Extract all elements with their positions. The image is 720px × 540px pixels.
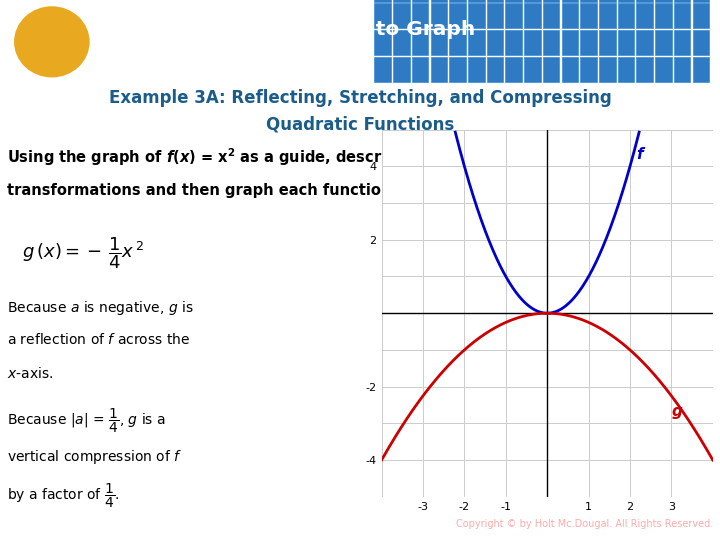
FancyBboxPatch shape <box>374 30 391 55</box>
FancyBboxPatch shape <box>393 57 410 82</box>
FancyBboxPatch shape <box>524 3 541 29</box>
Text: by a factor of $\dfrac{1}{4}$.: by a factor of $\dfrac{1}{4}$. <box>7 482 120 510</box>
FancyBboxPatch shape <box>674 30 690 55</box>
Text: Because $a$ is negative, $g$ is: Because $a$ is negative, $g$ is <box>7 299 194 317</box>
FancyBboxPatch shape <box>374 0 391 2</box>
FancyBboxPatch shape <box>618 3 634 29</box>
FancyBboxPatch shape <box>655 57 672 82</box>
FancyBboxPatch shape <box>505 57 522 82</box>
FancyBboxPatch shape <box>412 0 428 2</box>
FancyBboxPatch shape <box>431 57 447 82</box>
FancyBboxPatch shape <box>580 30 597 55</box>
FancyBboxPatch shape <box>562 30 578 55</box>
FancyBboxPatch shape <box>636 0 653 2</box>
Text: f: f <box>636 147 643 162</box>
FancyBboxPatch shape <box>636 57 653 82</box>
FancyBboxPatch shape <box>599 3 616 29</box>
FancyBboxPatch shape <box>412 30 428 55</box>
FancyBboxPatch shape <box>505 30 522 55</box>
FancyBboxPatch shape <box>468 30 485 55</box>
FancyBboxPatch shape <box>655 3 672 29</box>
FancyBboxPatch shape <box>431 30 447 55</box>
Text: $x$-axis.: $x$-axis. <box>7 366 54 381</box>
FancyBboxPatch shape <box>543 3 559 29</box>
FancyBboxPatch shape <box>412 3 428 29</box>
FancyBboxPatch shape <box>412 57 428 82</box>
Ellipse shape <box>14 6 89 77</box>
Text: a reflection of $f$ across the: a reflection of $f$ across the <box>7 333 191 347</box>
Text: Example 3A: Reflecting, Stretching, and Compressing: Example 3A: Reflecting, Stretching, and … <box>109 89 611 107</box>
FancyBboxPatch shape <box>655 0 672 2</box>
FancyBboxPatch shape <box>599 30 616 55</box>
FancyBboxPatch shape <box>449 0 466 2</box>
FancyBboxPatch shape <box>562 0 578 2</box>
FancyBboxPatch shape <box>580 57 597 82</box>
FancyBboxPatch shape <box>505 0 522 2</box>
FancyBboxPatch shape <box>393 3 410 29</box>
Text: vertical compression of $f$: vertical compression of $f$ <box>7 448 183 466</box>
FancyBboxPatch shape <box>636 3 653 29</box>
FancyBboxPatch shape <box>599 57 616 82</box>
FancyBboxPatch shape <box>674 3 690 29</box>
FancyBboxPatch shape <box>487 57 503 82</box>
FancyBboxPatch shape <box>562 3 578 29</box>
Text: g: g <box>671 404 683 419</box>
FancyBboxPatch shape <box>618 57 634 82</box>
FancyBboxPatch shape <box>618 0 634 2</box>
FancyBboxPatch shape <box>374 57 391 82</box>
Text: Using Transformations to Graph: Using Transformations to Graph <box>112 20 475 39</box>
FancyBboxPatch shape <box>431 3 447 29</box>
FancyBboxPatch shape <box>487 0 503 2</box>
FancyBboxPatch shape <box>393 0 410 2</box>
FancyBboxPatch shape <box>468 57 485 82</box>
FancyBboxPatch shape <box>674 0 690 2</box>
FancyBboxPatch shape <box>487 30 503 55</box>
Text: Holt Mc.Dougal Algebra 2: Holt Mc.Dougal Algebra 2 <box>7 517 186 530</box>
Text: Quadratic Functions: Quadratic Functions <box>112 56 341 75</box>
FancyBboxPatch shape <box>431 0 447 2</box>
FancyBboxPatch shape <box>487 3 503 29</box>
FancyBboxPatch shape <box>618 30 634 55</box>
Text: Using the graph of $\bfit{f}$($\bfit{x}$) = $\mathbf{x^2}$ as a guide, describe : Using the graph of $\bfit{f}$($\bfit{x}$… <box>7 146 440 168</box>
FancyBboxPatch shape <box>449 57 466 82</box>
FancyBboxPatch shape <box>393 30 410 55</box>
FancyBboxPatch shape <box>693 57 709 82</box>
FancyBboxPatch shape <box>524 30 541 55</box>
FancyBboxPatch shape <box>543 30 559 55</box>
FancyBboxPatch shape <box>580 0 597 2</box>
FancyBboxPatch shape <box>524 57 541 82</box>
FancyBboxPatch shape <box>580 3 597 29</box>
FancyBboxPatch shape <box>468 3 485 29</box>
FancyBboxPatch shape <box>524 0 541 2</box>
FancyBboxPatch shape <box>468 0 485 2</box>
FancyBboxPatch shape <box>543 0 559 2</box>
FancyBboxPatch shape <box>374 3 391 29</box>
FancyBboxPatch shape <box>655 30 672 55</box>
FancyBboxPatch shape <box>693 3 709 29</box>
FancyBboxPatch shape <box>693 0 709 2</box>
Text: transformations and then graph each function.: transformations and then graph each func… <box>7 184 397 198</box>
Text: Because $|a|$ = $\dfrac{1}{4}$, $g$ is a: Because $|a|$ = $\dfrac{1}{4}$, $g$ is a <box>7 407 166 435</box>
FancyBboxPatch shape <box>543 57 559 82</box>
FancyBboxPatch shape <box>599 0 616 2</box>
FancyBboxPatch shape <box>505 3 522 29</box>
Text: Copyright © by Holt Mc.Dougal. All Rights Reserved.: Copyright © by Holt Mc.Dougal. All Right… <box>456 519 713 529</box>
FancyBboxPatch shape <box>693 30 709 55</box>
FancyBboxPatch shape <box>562 57 578 82</box>
FancyBboxPatch shape <box>449 3 466 29</box>
FancyBboxPatch shape <box>636 30 653 55</box>
FancyBboxPatch shape <box>449 30 466 55</box>
Text: $g\,(x) = -\,\dfrac{1}{4}x^{\,2}$: $g\,(x) = -\,\dfrac{1}{4}x^{\,2}$ <box>22 235 145 271</box>
Text: Quadratic Functions: Quadratic Functions <box>266 116 454 134</box>
FancyBboxPatch shape <box>674 57 690 82</box>
